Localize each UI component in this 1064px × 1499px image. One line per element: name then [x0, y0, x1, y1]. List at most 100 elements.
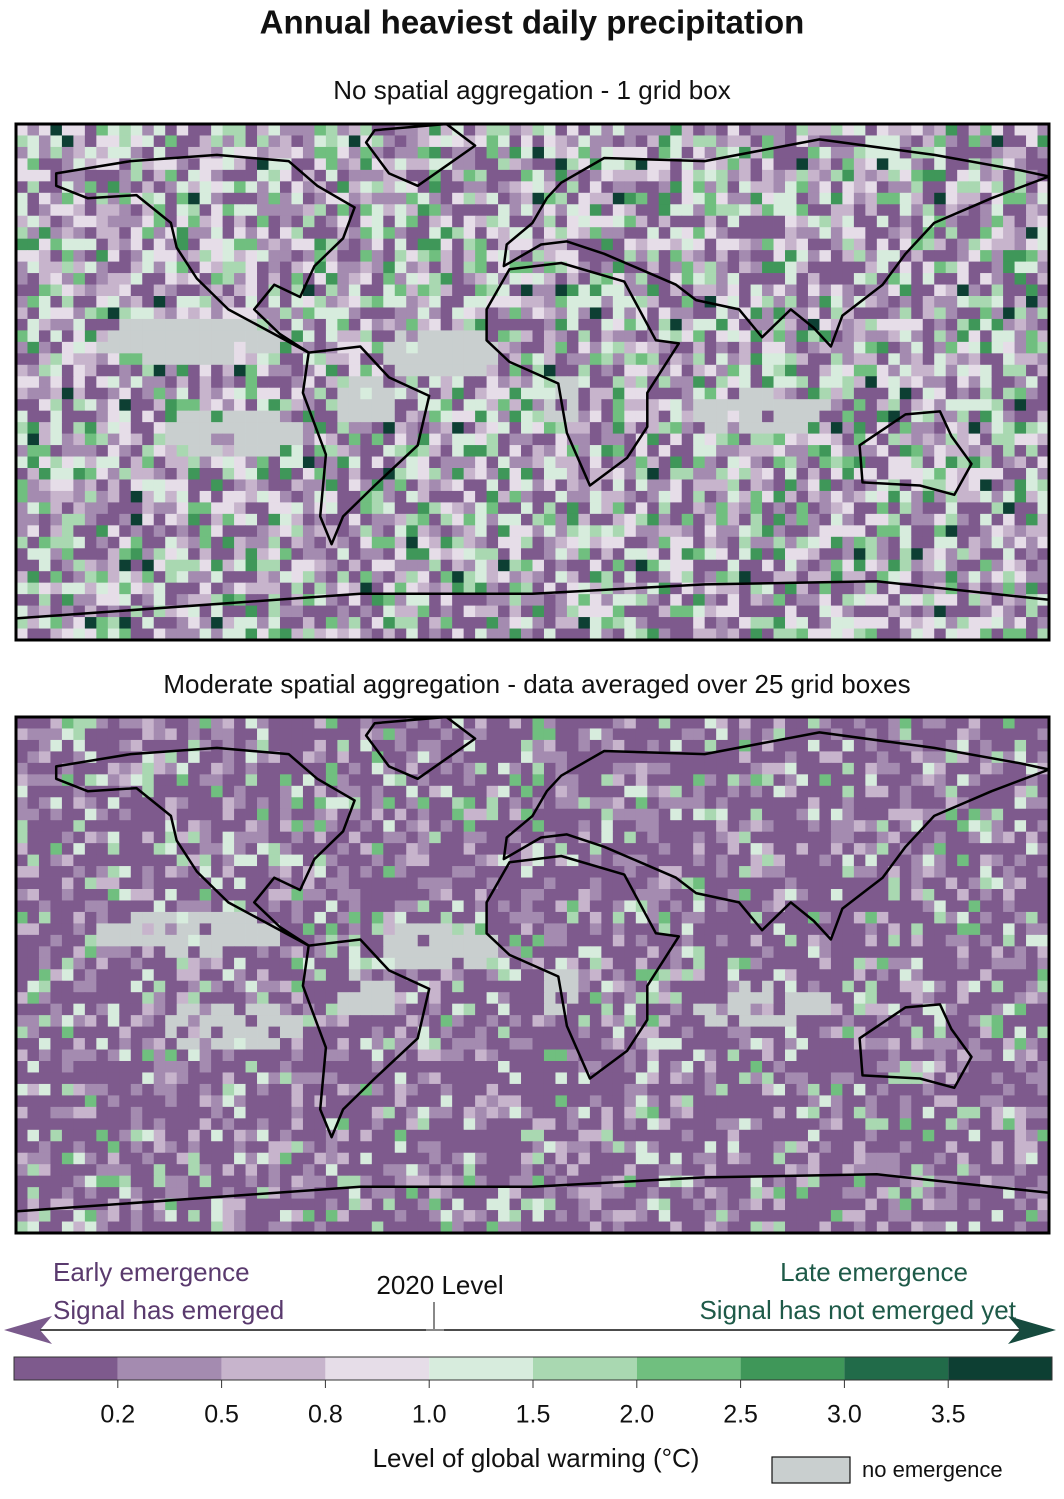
map-cell [153, 192, 166, 205]
map-cell [899, 605, 912, 618]
map-cell [681, 490, 694, 503]
map-cell [509, 605, 522, 618]
map-cell [268, 158, 281, 171]
map-cell [211, 273, 223, 285]
map-cell [475, 422, 487, 434]
map-cell [84, 169, 97, 182]
map-cell [888, 490, 901, 503]
map-cell [991, 192, 1004, 205]
map-cell [1037, 479, 1050, 492]
map-cell [1014, 273, 1027, 285]
map-cell [693, 307, 706, 320]
map-cell [589, 525, 602, 538]
map-cell [348, 513, 361, 526]
map-cell [96, 250, 109, 262]
map-cell [245, 468, 258, 480]
map-cell [635, 341, 648, 354]
map-cell [957, 181, 970, 194]
map-cell [27, 330, 40, 343]
map-cell [50, 399, 63, 412]
map-cell [1037, 410, 1050, 423]
map-cell [291, 250, 304, 262]
map-cell [188, 831, 201, 844]
map-cell [693, 284, 706, 297]
map-cell [142, 808, 155, 821]
map-cell [762, 124, 774, 136]
map-cell [922, 261, 935, 274]
map-cell [119, 215, 132, 228]
map-cell [176, 445, 189, 457]
map-cell [211, 571, 223, 584]
map-cell [773, 571, 786, 584]
map-cell [739, 445, 751, 457]
map-cell [762, 594, 774, 606]
map-cell [50, 739, 63, 752]
map-cell [704, 204, 717, 217]
map-cell [188, 774, 201, 787]
map-cell [16, 169, 28, 182]
map-cell [498, 422, 510, 434]
map-cell [762, 808, 774, 821]
map-cell [165, 204, 178, 217]
map-cell [670, 479, 683, 492]
map-cell [268, 490, 281, 503]
map-cell [934, 502, 947, 515]
map-cell [934, 536, 947, 549]
map-cell [945, 284, 958, 297]
map-cell [980, 820, 993, 833]
map-cell [142, 617, 155, 629]
map-cell [796, 536, 809, 549]
map-cell [245, 181, 258, 194]
map-cell [957, 605, 970, 618]
map-cell [945, 296, 958, 308]
map-cell [142, 831, 155, 844]
map-cell [325, 146, 338, 159]
map-cell [1037, 353, 1050, 366]
map-cell [222, 797, 235, 810]
map-cell [50, 376, 63, 389]
map-cell [716, 728, 729, 741]
map-cell [406, 353, 419, 366]
map-cell [245, 490, 258, 503]
map-cell [830, 774, 843, 787]
map-cell [61, 192, 74, 205]
map-cell [911, 605, 924, 618]
map-cell [429, 261, 442, 274]
map-cell [314, 250, 327, 262]
map-cell [658, 751, 671, 764]
map-cell [566, 376, 579, 389]
map-cell [61, 364, 74, 377]
map-cell [234, 273, 246, 285]
map-cell [165, 284, 178, 297]
map-cell [624, 318, 637, 331]
map-cell [601, 135, 614, 148]
map-cell [38, 261, 51, 274]
map-cell [268, 376, 281, 389]
map-cell [922, 717, 935, 729]
map-cell [819, 785, 832, 798]
map-cell [704, 181, 717, 194]
map-cell [727, 353, 740, 366]
map-cell [543, 728, 556, 741]
map-cell [245, 399, 258, 412]
map-cell [188, 284, 201, 297]
map-cell [785, 410, 797, 423]
map-cell [348, 296, 361, 308]
map-cell [785, 364, 797, 377]
map-cell [693, 192, 706, 205]
map-cell [38, 445, 51, 457]
map-cell [612, 728, 625, 741]
map-cell [440, 513, 453, 526]
map-cell [314, 215, 327, 228]
map-cell [1026, 628, 1038, 641]
map-cell [945, 192, 958, 205]
map-cell [934, 433, 947, 446]
map-cell [119, 261, 132, 274]
map-cell [704, 739, 717, 752]
map-cell [968, 739, 981, 752]
map-cell [360, 525, 373, 538]
map-cell [945, 739, 958, 752]
map-cell [314, 559, 327, 572]
map-cell [624, 490, 637, 503]
map-cell [222, 192, 235, 205]
